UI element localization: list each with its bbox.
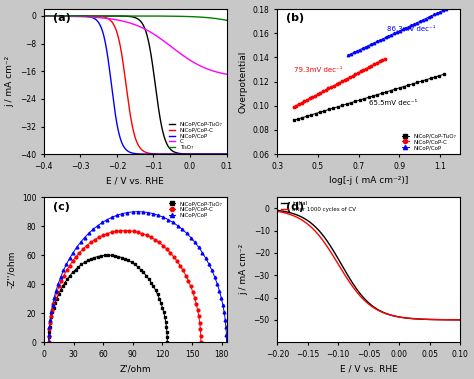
C [149,30,155,35]
Ti₄O₇ [149,14,155,18]
initial [383,311,389,316]
NiCoP/CoP-C [73,14,79,18]
Ti₄O₇ [179,14,184,19]
NiCoP/CoP-Ti₄O₇ [224,152,229,157]
X-axis label: E / V vs. RHE: E / V vs. RHE [340,365,398,373]
C [224,72,229,77]
NiCoP/CoP-Ti₄O₇ [73,14,79,18]
NiCoP/CoP-C [179,152,184,157]
Text: 65.5mV dec⁻¹: 65.5mV dec⁻¹ [369,100,417,106]
Ti₄O₇ [224,18,229,23]
C [179,52,184,56]
Line: initial: initial [277,210,460,320]
NiCoP/CoP [163,152,169,157]
C [73,14,79,19]
Line: NiCoP/CoP-C: NiCoP/CoP-C [44,16,227,154]
C [124,20,129,24]
Legend: NiCoP/CoP-Ti₄O₇, NiCoP/CoP-C, NiCoP/CoP: NiCoP/CoP-Ti₄O₇, NiCoP/CoP-C, NiCoP/CoP [168,200,224,219]
NiCoP/CoP-C [41,14,47,18]
X-axis label: E / V vs. RHE: E / V vs. RHE [106,176,164,185]
Legend: NiCoP/CoP-Ti₄O₇, NiCoP/CoP-C, NiCoP/CoP: NiCoP/CoP-Ti₄O₇, NiCoP/CoP-C, NiCoP/CoP [401,133,457,151]
C [88,15,94,19]
Legend: NiCoP/CoP-Ti₄O₇, NiCoP/CoP-C, NiCoP/CoP, C, Ti₄O₇: NiCoP/CoP-Ti₄O₇, NiCoP/CoP-C, NiCoP/CoP,… [168,121,224,151]
initial [362,297,368,302]
initial [374,306,379,311]
NiCoP/CoP [73,14,79,18]
Ti₄O₇ [41,14,47,18]
Text: (c): (c) [53,202,70,211]
X-axis label: Z'/ohm: Z'/ohm [119,365,151,373]
NiCoP/CoP-Ti₄O₇ [149,56,155,60]
Ti₄O₇ [163,14,169,19]
NiCoP/CoP-Ti₄O₇ [41,14,47,18]
Y-axis label: j / mA cm⁻²: j / mA cm⁻² [239,244,248,295]
NiCoP/CoP-Ti₄O₇ [163,139,169,144]
Y-axis label: -Z''/ohm: -Z''/ohm [7,251,16,288]
Y-axis label: j / mA cm⁻²: j / mA cm⁻² [6,56,15,107]
initial [457,318,463,322]
NiCoP/CoP-C [163,152,169,157]
Text: 86.3mV dec⁻¹: 86.3mV dec⁻¹ [387,26,436,32]
NiCoP/CoP-Ti₄O₇ [124,14,129,19]
NiCoP/CoP [224,152,229,157]
NiCoP/CoP-C [149,151,155,156]
Text: (d): (d) [286,202,305,211]
after 1000 cycles of CV [424,317,430,322]
X-axis label: log[-j ( mA cm⁻²)]: log[-j ( mA cm⁻²)] [329,176,408,185]
after 1000 cycles of CV [361,298,367,302]
NiCoP/CoP [88,15,94,19]
Line: NiCoP/CoP-Ti₄O₇: NiCoP/CoP-Ti₄O₇ [44,16,227,154]
initial [424,317,430,322]
Text: 79.3mV dec⁻¹: 79.3mV dec⁻¹ [293,67,342,73]
NiCoP/CoP-C [88,14,94,18]
C [163,40,169,45]
Line: after 1000 cycles of CV: after 1000 cycles of CV [277,211,460,320]
after 1000 cycles of CV [274,209,280,214]
C [41,14,47,18]
Y-axis label: Overpotential: Overpotential [238,50,247,113]
initial [274,208,280,213]
initial [361,296,367,301]
Ti₄O₇ [88,14,94,18]
NiCoP/CoP [149,152,155,157]
Text: (a): (a) [53,13,71,23]
NiCoP/CoP-C [124,86,129,91]
after 1000 cycles of CV [362,299,368,303]
after 1000 cycles of CV [383,312,389,316]
Text: (b): (b) [286,13,305,23]
NiCoP/CoP [41,14,47,18]
NiCoP/CoP [179,152,184,157]
Ti₄O₇ [124,14,129,18]
NiCoP/CoP-Ti₄O₇ [88,14,94,18]
Line: Ti₄O₇: Ti₄O₇ [44,16,227,20]
Legend: initial, after 1000 cycles of CV: initial, after 1000 cycles of CV [280,200,357,213]
after 1000 cycles of CV [374,307,379,312]
NiCoP/CoP [124,148,129,152]
initial [453,318,458,322]
NiCoP/CoP-Ti₄O₇ [179,152,184,156]
Ti₄O₇ [73,14,79,18]
after 1000 cycles of CV [457,318,463,322]
Line: NiCoP/CoP: NiCoP/CoP [44,16,227,154]
Line: C: C [44,16,227,74]
NiCoP/CoP-C [224,152,229,157]
after 1000 cycles of CV [453,318,458,322]
